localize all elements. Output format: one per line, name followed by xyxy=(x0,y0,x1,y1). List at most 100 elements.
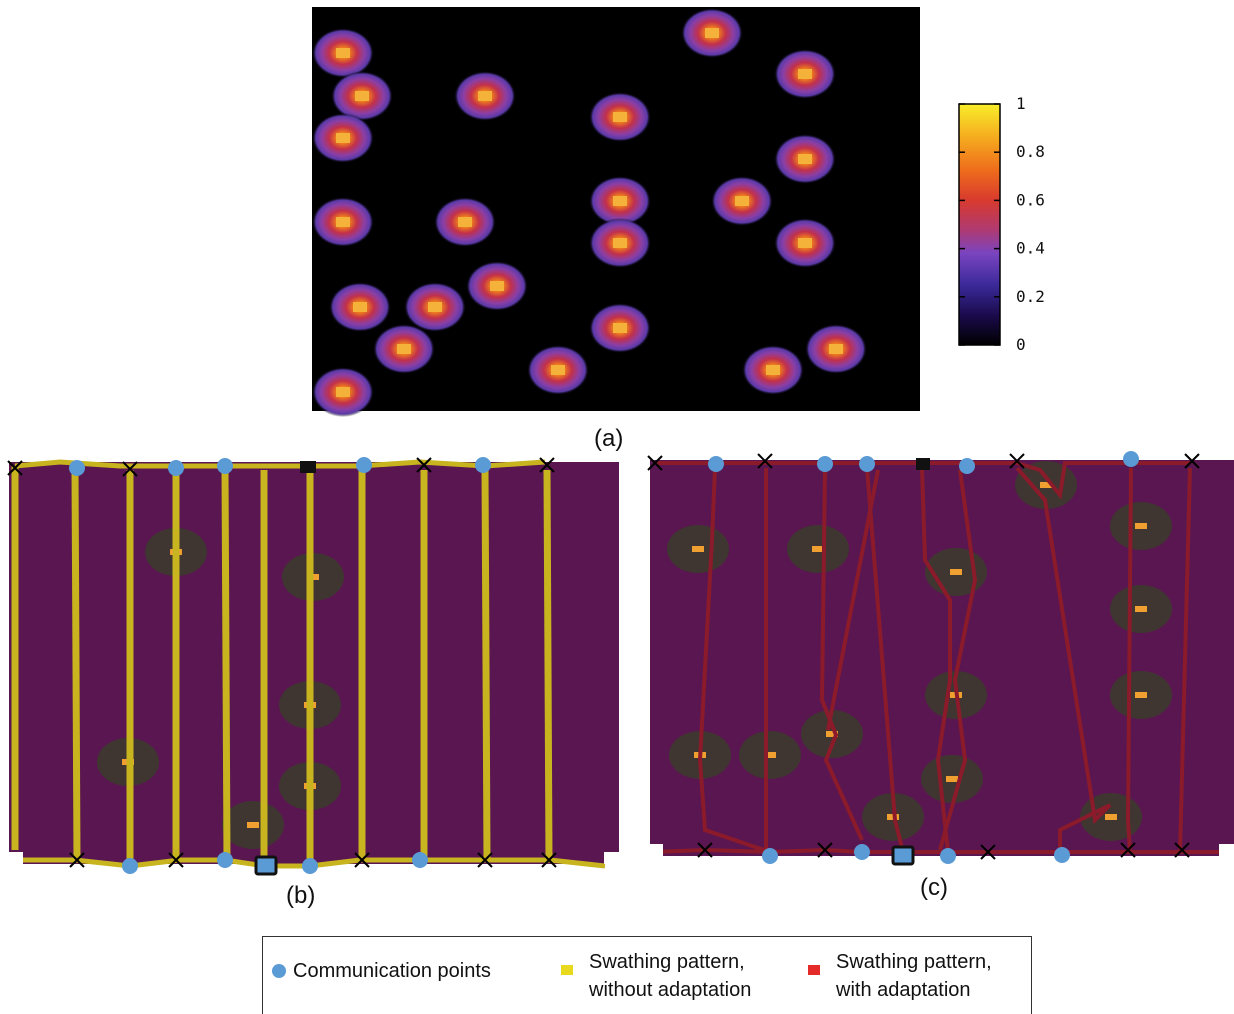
communication-point-icon xyxy=(217,852,233,868)
corner-marker-icon xyxy=(1219,844,1234,856)
hotspot-core xyxy=(798,238,812,248)
hotspot-core xyxy=(946,776,958,782)
panel-label-a: (a) xyxy=(594,425,623,452)
hotspot-core xyxy=(353,302,367,312)
swath-leg xyxy=(1015,466,1112,850)
waypoint-x-icon xyxy=(122,461,138,477)
hotspot-core xyxy=(812,546,824,552)
waypoint-x-icon xyxy=(1120,842,1136,858)
swath-leg xyxy=(221,469,231,861)
swath-leg xyxy=(481,469,491,861)
base-station-icon xyxy=(254,855,278,876)
hotspot-core xyxy=(613,238,627,248)
hotspot-core xyxy=(764,752,776,758)
swath-path xyxy=(15,857,606,869)
swath-leg xyxy=(71,469,81,861)
communication-point-icon xyxy=(412,852,428,868)
hotspot-core xyxy=(336,387,350,397)
waypoint-x-icon xyxy=(541,852,557,868)
hotspot-core xyxy=(798,154,812,164)
legend-yellow-line1: Swathing pattern, xyxy=(589,951,745,973)
communication-point-icon xyxy=(854,844,870,860)
waypoint-x-icon xyxy=(477,852,493,868)
panel-label-b: (b) xyxy=(286,882,315,909)
swath-leg xyxy=(697,467,771,854)
field-c-markers xyxy=(647,451,1234,866)
communication-point-icon xyxy=(272,964,286,978)
communication-point-icon xyxy=(475,457,491,473)
hotspot-core xyxy=(826,731,838,737)
waypoint-x-icon xyxy=(539,457,555,473)
hotspot-core xyxy=(798,69,812,79)
legend: Communication points Swathing pattern, w… xyxy=(262,936,1032,1014)
start-marker-icon xyxy=(916,458,930,470)
hotspot-core xyxy=(705,28,719,38)
communication-point-icon xyxy=(940,848,956,864)
waypoint-x-icon xyxy=(416,457,432,473)
swath-leg xyxy=(865,467,905,853)
colorbar-tick-label: 0.8 xyxy=(1016,142,1045,161)
communication-point-icon xyxy=(959,458,975,474)
hotspot-core xyxy=(478,91,492,101)
swath-leg xyxy=(543,469,553,861)
hotspot-core xyxy=(692,546,704,552)
heatmap-hotspots xyxy=(312,8,867,417)
corner-marker-icon xyxy=(604,852,619,864)
legend-red-line1: Swathing pattern, xyxy=(836,951,992,973)
field-b-markers xyxy=(7,457,619,876)
hotspot-core xyxy=(766,365,780,375)
field-panel-b xyxy=(7,457,619,876)
waypoint-x-icon xyxy=(1184,453,1200,469)
panel-label-c: (c) xyxy=(920,874,948,901)
field-panel-c xyxy=(647,451,1234,866)
corner-marker-icon xyxy=(9,852,23,864)
colorbar-gradient xyxy=(958,103,1001,346)
legend-yellow-line2: without adaptation xyxy=(589,979,752,1001)
waypoint-x-icon xyxy=(757,453,773,469)
waypoint-x-icon xyxy=(1174,842,1190,858)
waypoint-x-icon xyxy=(7,460,23,476)
communication-point-icon xyxy=(817,456,833,472)
communication-point-icon xyxy=(1123,451,1139,467)
hotspot-core xyxy=(1135,606,1147,612)
base-station-icon xyxy=(891,845,915,866)
hotspot-core xyxy=(355,91,369,101)
communication-point-icon xyxy=(69,460,85,476)
communication-point-icon xyxy=(356,457,372,473)
hotspot-core xyxy=(428,302,442,312)
waypoint-x-icon xyxy=(697,842,713,858)
communication-point-icon xyxy=(122,858,138,874)
hotspot-core xyxy=(829,344,843,354)
hotspot-core xyxy=(613,112,627,122)
hotspot-core xyxy=(1105,814,1117,820)
communication-point-icon xyxy=(762,848,778,864)
swath-path xyxy=(14,459,546,469)
start-marker-icon xyxy=(300,461,316,473)
waypoint-x-icon xyxy=(817,842,833,858)
hotspot-core xyxy=(1135,692,1147,698)
communication-point-icon xyxy=(708,456,724,472)
colorbar-tick-label: 0.4 xyxy=(1016,239,1045,258)
swath-leg xyxy=(1125,467,1133,853)
hotspot-core xyxy=(950,569,962,575)
waypoint-x-icon xyxy=(69,852,85,868)
hotspot-core xyxy=(336,48,350,58)
communication-point-icon xyxy=(859,456,875,472)
hotspot-core xyxy=(613,323,627,333)
swath-leg xyxy=(938,469,978,851)
swath-leg xyxy=(1178,467,1192,853)
colorbar: 1 0.8 0.6 0.4 0.2 0 xyxy=(958,94,1045,354)
hotspot-core xyxy=(490,281,504,291)
colorbar-tick-label: 0.6 xyxy=(1016,190,1045,209)
hotspot-core xyxy=(613,196,627,206)
hotspot-core xyxy=(397,344,411,354)
communication-point-icon xyxy=(217,458,233,474)
colorbar-tick-label: 1 xyxy=(1016,94,1026,113)
hotspot-core xyxy=(1135,523,1147,529)
swath-pattern-without-adaptation xyxy=(11,459,606,869)
swath-leg xyxy=(826,469,880,731)
communication-point-icon xyxy=(302,858,318,874)
swath-leg xyxy=(819,467,864,841)
waypoint-x-icon xyxy=(354,852,370,868)
hotspot-core xyxy=(336,217,350,227)
